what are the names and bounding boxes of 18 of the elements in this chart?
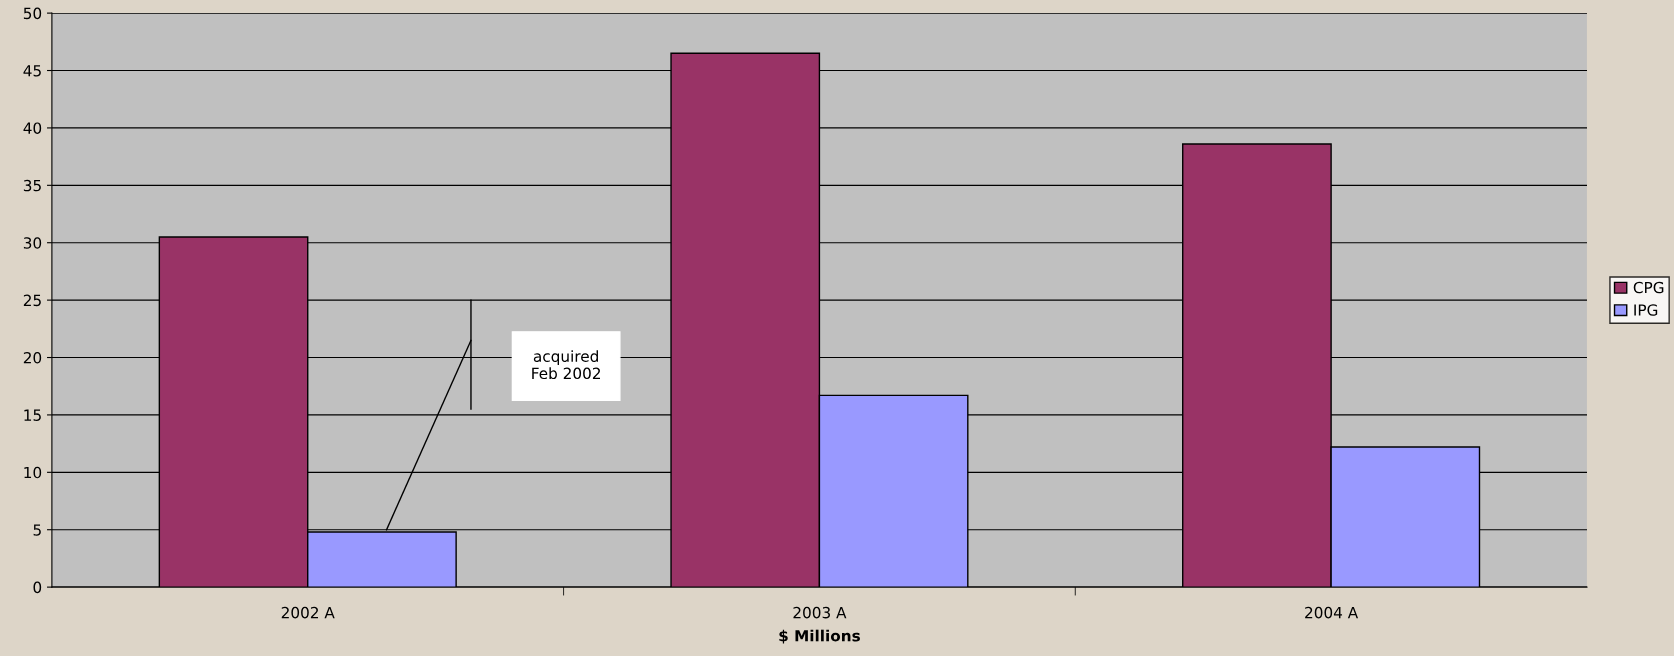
y-tick-label: 20: [23, 351, 42, 364]
y-tick-label: 25: [23, 294, 41, 307]
x-tick-label: 2002 A: [281, 606, 335, 619]
y-tick-label: 50: [23, 7, 42, 20]
legend-label: CPG: [1633, 281, 1664, 294]
y-tick-label: 15: [24, 409, 41, 421]
annotation: acquired Feb 2002: [532, 350, 600, 380]
y-tick-label: 0: [33, 581, 42, 594]
y-tick-label: 10: [24, 466, 42, 479]
y-tick-label: 45: [23, 65, 41, 77]
y-tick-label: 35: [23, 179, 41, 192]
x-axis-title: $ Millions: [779, 629, 860, 644]
y-tick-label: 40: [23, 122, 42, 134]
x-tick-label: 2003 A: [793, 606, 847, 619]
x-tick-label: 2004 A: [1305, 606, 1359, 619]
y-tick-label: 30: [23, 237, 42, 249]
legend-label: IPG: [1634, 304, 1658, 316]
y-tick-label: 5: [33, 524, 41, 536]
